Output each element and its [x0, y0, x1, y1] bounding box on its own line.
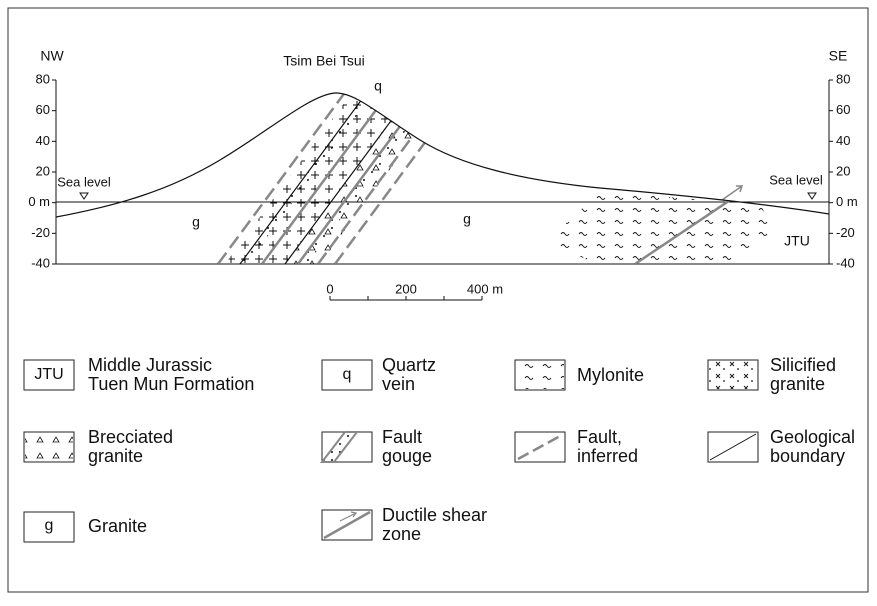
scale-bar: 0 200 400 m: [326, 281, 503, 300]
direction-label: SE: [829, 48, 848, 64]
topography: [56, 93, 829, 217]
direction-label: NW: [40, 48, 64, 64]
silicified-swatch: [709, 361, 757, 389]
figure: NW SE Tsim Bei Tsui q Sea level Sea leve…: [0, 0, 877, 601]
legend-label: inferred: [577, 446, 638, 466]
scale-ticks: [330, 296, 482, 300]
sea-level-label: Sea level: [769, 172, 823, 187]
scale-label: 400 m: [467, 281, 503, 296]
scale-label: 200: [395, 281, 417, 296]
tick-label: 60: [36, 102, 50, 117]
tick-label: -20: [836, 225, 855, 240]
tick-label: 20: [836, 163, 850, 178]
unit-label: g: [192, 214, 200, 230]
legend-symbol: g: [45, 517, 54, 534]
legend-label: Middle Jurassic: [88, 355, 212, 375]
legend-symbol: JTU: [34, 366, 63, 383]
tick-label: 20: [36, 163, 50, 178]
tick-label: 80: [836, 71, 850, 86]
sea-level-marker: [808, 193, 816, 199]
legend-label: gouge: [382, 446, 432, 466]
legend-label: Fault,: [577, 427, 622, 447]
tick-label: 0 m: [836, 194, 858, 209]
tick-label: 40: [836, 133, 850, 148]
legend-label: Quartz: [382, 355, 436, 375]
breccia-swatch: [25, 433, 73, 461]
legend-label: Silicified: [770, 355, 836, 375]
legend-label: boundary: [770, 446, 845, 466]
tick-label: 80: [36, 71, 50, 86]
legend-label: Fault: [382, 427, 422, 447]
vein-label: q: [374, 78, 382, 94]
tick-label: -40: [836, 255, 855, 270]
legend-label: Geological: [770, 427, 855, 447]
tick-label: 0 m: [28, 194, 50, 209]
legend-label: Ductile shear: [382, 505, 487, 525]
sea-level-label: Sea level: [57, 174, 111, 189]
legend-label: zone: [382, 524, 421, 544]
shear-arrow: [722, 186, 742, 200]
place-label: Tsim Bei Tsui: [283, 53, 364, 69]
legend-label: granite: [88, 446, 143, 466]
fault-zone: [218, 60, 775, 264]
unit-label: g: [463, 211, 471, 227]
tick-label: 60: [836, 102, 850, 117]
mylonite: [548, 192, 775, 264]
legend-label: granite: [770, 374, 825, 394]
legend-symbol: q: [343, 366, 352, 383]
legend-label: Mylonite: [577, 365, 644, 385]
mylonite-swatch: [516, 361, 564, 389]
tick-label: 40: [36, 133, 50, 148]
cross-section: NW SE Tsim Bei Tsui q Sea level Sea leve…: [28, 48, 857, 300]
legend: JTU Middle Jurassic Tuen Mun Formation q…: [24, 355, 855, 544]
legend-label: vein: [382, 374, 415, 394]
legend-label: Brecciated: [88, 427, 173, 447]
tick-label: -40: [31, 255, 50, 270]
sea-level-marker: [80, 193, 88, 199]
scale-label: 0: [326, 281, 333, 296]
legend-label: Granite: [88, 516, 147, 536]
legend-label: Tuen Mun Formation: [88, 374, 254, 394]
tick-label: -20: [31, 225, 50, 240]
unit-label: JTU: [784, 233, 810, 249]
